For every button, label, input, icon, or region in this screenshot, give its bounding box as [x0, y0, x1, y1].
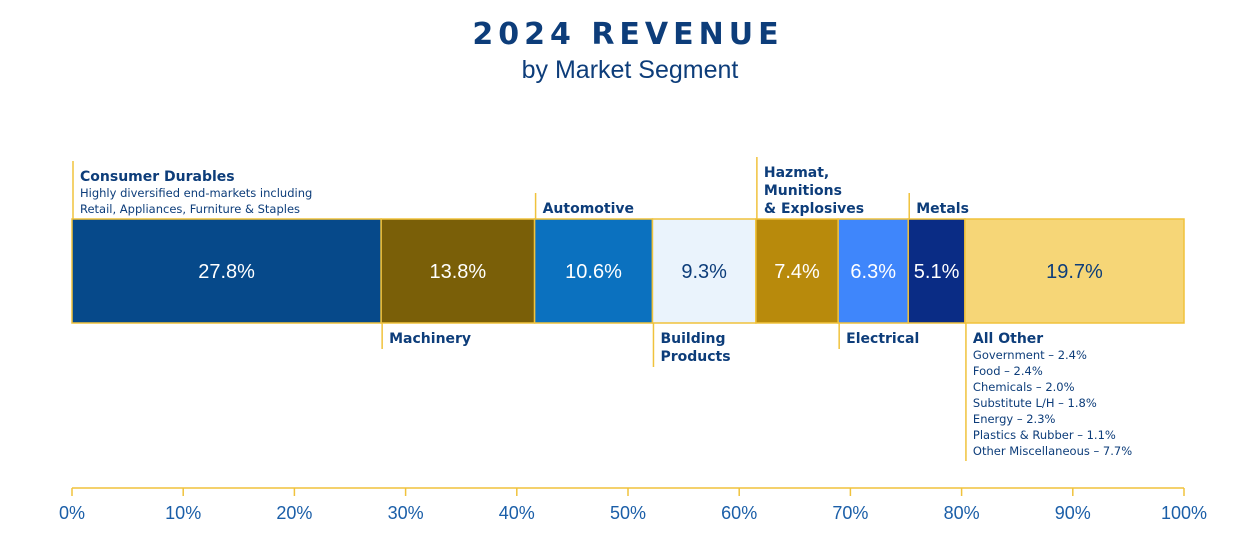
label-name-metals: Metals — [916, 201, 969, 217]
label-desc-all-other: Energy – 2.3% — [973, 412, 1056, 426]
label-desc-all-other: Government – 2.4% — [973, 348, 1087, 362]
chart-subtitle: by Market Segment — [522, 56, 739, 84]
data-label-consumer-durables: 27.8% — [198, 261, 255, 283]
data-label-all-other: 19.7% — [1046, 261, 1103, 283]
x-tick-label: 70% — [832, 503, 868, 523]
x-axis: 0% 10% 20% 30% 40% 50% 60% 70% 80% 90% 100% — [59, 487, 1207, 523]
label-desc-consumer-durables: Highly diversified end-markets including — [80, 186, 312, 200]
label-name-hazmat-munitions-explosives: & Explosives — [764, 201, 864, 217]
label-name-hazmat-munitions-explosives: Hazmat, — [764, 165, 829, 181]
x-tick-label: 30% — [388, 503, 424, 523]
x-tick-label: 20% — [276, 503, 312, 523]
label-electrical: Electrical — [838, 323, 919, 349]
bar-all-other — [964, 218, 1185, 324]
x-tick-label: 60% — [721, 503, 757, 523]
bar-machinery — [380, 218, 536, 324]
data-label-metals: 5.1% — [914, 261, 960, 283]
data-label-automotive: 10.6% — [565, 261, 622, 283]
label-hazmat-munitions-explosives: Hazmat, Munitions & Explosives — [756, 157, 864, 219]
bar-electrical — [837, 218, 909, 324]
x-tick-label: 40% — [499, 503, 535, 523]
segment-consumer-durables: 27.8% — [71, 218, 382, 324]
data-label-building-products: 9.3% — [681, 261, 727, 283]
label-name-all-other: All Other — [973, 331, 1043, 347]
label-name-building-products: Products — [660, 349, 730, 365]
x-tick-label: 90% — [1055, 503, 1091, 523]
label-building-products: Building Products — [652, 323, 731, 367]
bar-hazmat-munitions-explosives — [755, 218, 839, 324]
bar-segments: 27.8% 13.8% 10.6% 9.3% 7.4% 6.3% 5.1% 19.7% — [71, 218, 1185, 324]
x-tick-label: 10% — [165, 503, 201, 523]
label-machinery: Machinery — [381, 323, 471, 349]
data-label-hazmat-munitions-explosives: 7.4% — [774, 261, 820, 283]
data-label-electrical: 6.3% — [850, 261, 896, 283]
segment-electrical: 6.3% — [837, 218, 909, 324]
chart-title: 2024 REVENUE — [472, 17, 783, 52]
segment-metals: 5.1% — [907, 218, 966, 324]
x-tick-label: 80% — [944, 503, 980, 523]
bar-building-products — [651, 218, 757, 324]
label-desc-all-other: Food – 2.4% — [973, 364, 1043, 378]
label-metals: Metals — [908, 193, 969, 219]
segment-building-products: 9.3% — [651, 218, 757, 324]
segment-automotive: 10.6% — [533, 218, 654, 324]
label-name-machinery: Machinery — [389, 331, 471, 347]
label-desc-all-other: Chemicals – 2.0% — [973, 380, 1075, 394]
segment-all-other: 19.7% — [964, 218, 1185, 324]
label-automotive: Automotive — [534, 193, 634, 219]
label-name-electrical: Electrical — [846, 331, 919, 347]
bar-automotive — [533, 218, 654, 324]
label-name-building-products: Building — [660, 331, 725, 347]
x-tick-label: 0% — [59, 503, 85, 523]
segment-machinery: 13.8% — [380, 218, 536, 324]
segment-hazmat-munitions-explosives: 7.4% — [755, 218, 839, 324]
label-desc-all-other: Other Miscellaneous – 7.7% — [973, 444, 1132, 458]
data-label-machinery: 13.8% — [430, 261, 487, 283]
label-desc-all-other: Substitute L/H – 1.8% — [973, 396, 1097, 410]
bar-consumer-durables — [71, 218, 382, 324]
x-tick-label: 50% — [610, 503, 646, 523]
label-name-hazmat-munitions-explosives: Munitions — [764, 183, 842, 199]
label-name-consumer-durables: Consumer Durables — [80, 169, 235, 185]
x-tick-label: 100% — [1161, 503, 1207, 523]
label-desc-all-other: Plastics & Rubber – 1.1% — [973, 428, 1116, 442]
bar-metals — [907, 218, 966, 324]
label-desc-consumer-durables: Retail, Appliances, Furniture & Staples — [80, 202, 300, 216]
label-name-automotive: Automotive — [543, 201, 634, 217]
